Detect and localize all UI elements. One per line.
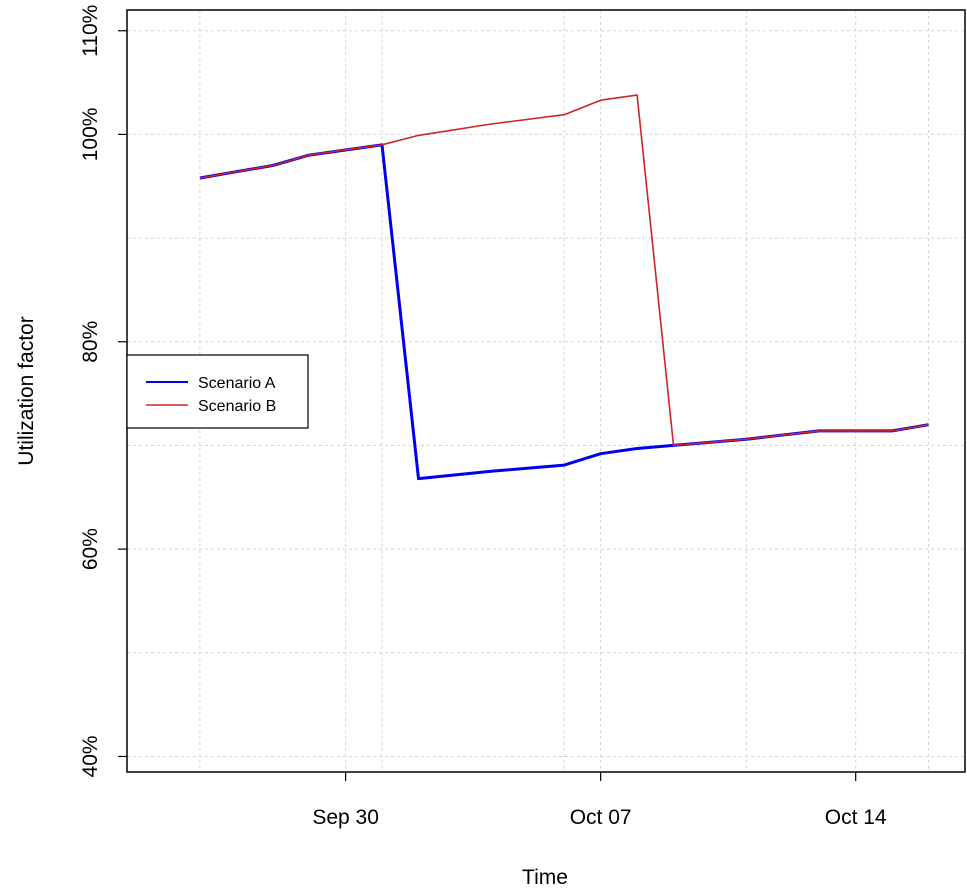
legend-label-scenario-b: Scenario B (198, 398, 276, 415)
y-axis: 40% 60% 80% 100% 110% (79, 5, 127, 777)
x-axis-title: Time (522, 866, 568, 889)
y-tick-label: 40% (79, 735, 102, 777)
series-line-scenario-b (199, 94, 929, 447)
y-tick-label: 80% (79, 321, 102, 363)
legend: Scenario A Scenario B (126, 354, 309, 429)
legend-label-scenario-a: Scenario A (198, 375, 276, 392)
x-tick-label: Oct 07 (570, 806, 632, 829)
grid (127, 10, 965, 772)
y-axis-title: Utilization factor (15, 316, 38, 465)
y-tick-label: 100% (79, 108, 102, 162)
x-axis: Sep 30 Oct 07 Oct 14 (312, 772, 887, 829)
plot-lines (199, 94, 929, 481)
x-tick-label: Oct 14 (825, 806, 887, 829)
x-tick-label: Sep 30 (312, 806, 379, 829)
y-tick-label: 60% (79, 528, 102, 570)
y-tick-label: 110% (79, 5, 102, 57)
legend-box (126, 354, 309, 429)
